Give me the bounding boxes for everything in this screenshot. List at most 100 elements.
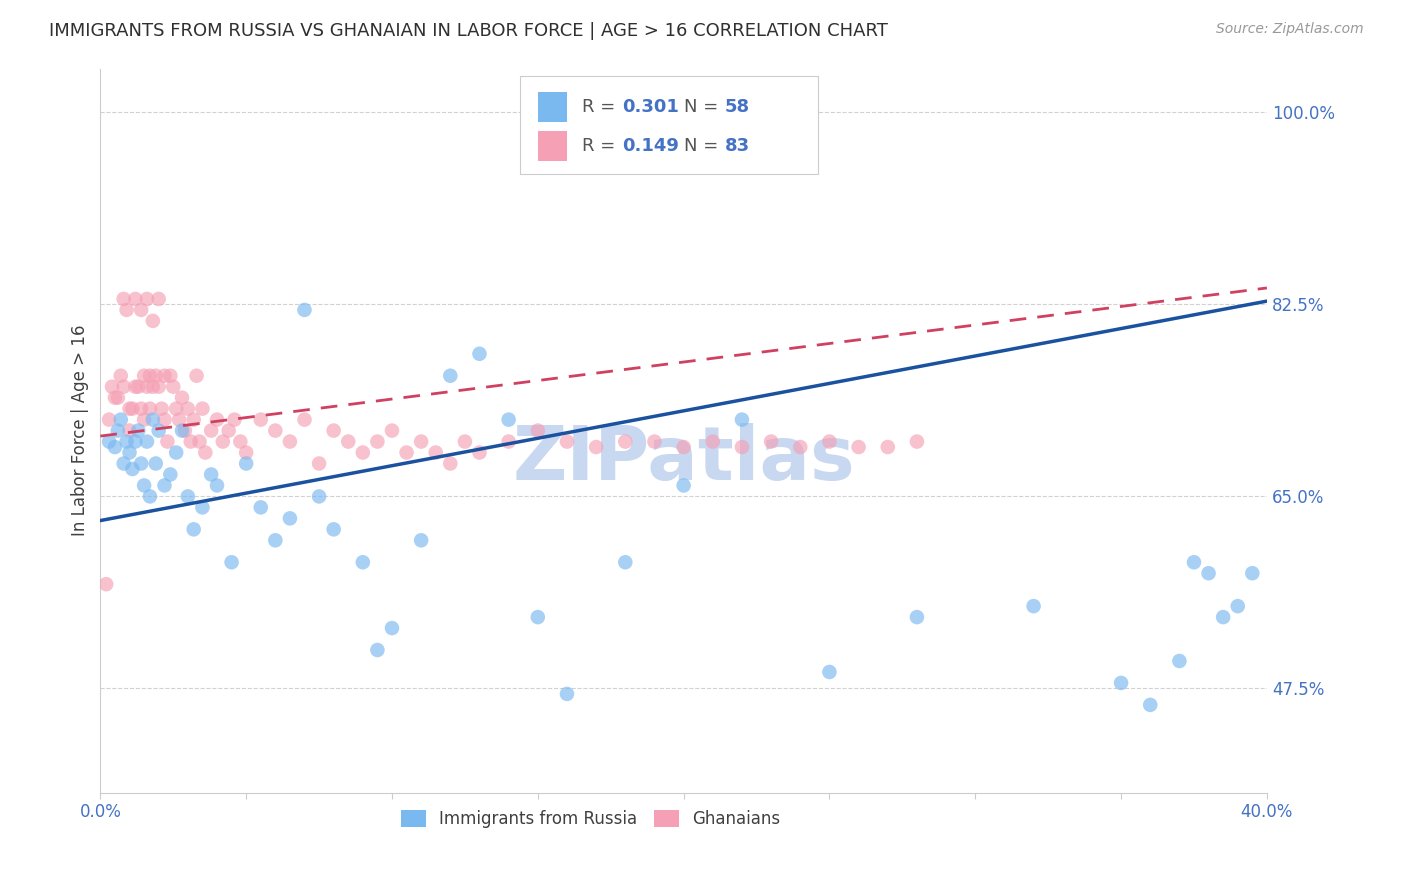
Point (366, 643, 388, 657)
Point (124, 292, 146, 306)
Point (468, 347, 491, 361)
Point (180, 434, 202, 449)
Point (167, 412, 190, 426)
FancyBboxPatch shape (538, 131, 567, 161)
Point (818, 434, 841, 449)
Point (129, 302, 152, 317)
Point (308, 490, 330, 504)
Point (136, 292, 159, 306)
Point (191, 500, 214, 515)
FancyBboxPatch shape (538, 92, 567, 122)
Point (614, 434, 637, 449)
Point (1241, 566, 1264, 581)
Point (183, 412, 205, 426)
Point (249, 500, 271, 515)
Point (211, 434, 233, 449)
Point (224, 412, 246, 426)
Point (229, 434, 252, 449)
Point (150, 401, 173, 416)
Point (218, 424, 240, 438)
Point (129, 401, 152, 416)
Point (205, 412, 228, 426)
Point (124, 434, 146, 449)
Point (454, 434, 477, 449)
Point (1198, 566, 1220, 581)
Point (381, 621, 404, 635)
Text: 0.301: 0.301 (621, 98, 679, 116)
Point (115, 434, 138, 449)
Text: N =: N = (683, 137, 724, 155)
Point (308, 457, 330, 471)
Point (118, 445, 141, 459)
Point (191, 401, 214, 416)
Text: R =: R = (582, 137, 621, 155)
Point (136, 380, 159, 394)
Point (249, 412, 271, 426)
Point (188, 434, 211, 449)
Point (121, 462, 143, 476)
Point (352, 555, 374, 569)
Point (148, 424, 170, 438)
Point (527, 424, 550, 438)
Point (132, 368, 155, 383)
Point (555, 434, 578, 449)
Point (235, 457, 257, 471)
Point (96, 577, 118, 591)
Point (1212, 610, 1234, 624)
Point (159, 467, 181, 482)
Point (672, 478, 695, 492)
Text: 0.149: 0.149 (621, 137, 679, 155)
Point (294, 302, 316, 317)
Point (498, 434, 520, 449)
Point (110, 412, 132, 426)
Point (142, 412, 165, 426)
Point (1182, 555, 1205, 569)
Point (294, 412, 316, 426)
Point (162, 380, 184, 394)
Point (643, 434, 665, 449)
Point (425, 445, 447, 459)
Point (1022, 599, 1045, 614)
Point (411, 533, 433, 548)
Point (1168, 654, 1191, 668)
Point (264, 533, 287, 548)
Point (98, 434, 121, 449)
Point (104, 440, 127, 454)
Point (153, 368, 176, 383)
Point (170, 391, 193, 405)
Point (555, 687, 578, 701)
Text: Source: ZipAtlas.com: Source: ZipAtlas.com (1216, 22, 1364, 37)
Text: IMMIGRANTS FROM RUSSIA VS GHANAIAN IN LABOR FORCE | AGE > 16 CORRELATION CHART: IMMIGRANTS FROM RUSSIA VS GHANAIAN IN LA… (49, 22, 889, 40)
Legend: Immigrants from Russia, Ghanaians: Immigrants from Russia, Ghanaians (394, 804, 787, 835)
Point (110, 368, 132, 383)
Point (848, 440, 870, 454)
Point (395, 445, 418, 459)
Point (153, 478, 176, 492)
Point (183, 522, 205, 536)
Point (731, 412, 754, 426)
Y-axis label: In Labor Force | Age > 16: In Labor Force | Age > 16 (72, 325, 89, 536)
Point (145, 368, 167, 383)
Point (104, 391, 127, 405)
Point (127, 424, 149, 438)
Point (129, 457, 152, 471)
Text: R =: R = (582, 98, 621, 116)
Point (702, 434, 724, 449)
Text: ZIPatlas: ZIPatlas (512, 423, 855, 496)
Point (205, 478, 228, 492)
Point (352, 445, 374, 459)
Point (585, 440, 607, 454)
Point (132, 478, 155, 492)
Point (731, 440, 754, 454)
Point (148, 292, 170, 306)
Point (139, 368, 162, 383)
Point (118, 424, 141, 438)
Point (118, 401, 141, 416)
Point (165, 401, 187, 416)
Point (527, 610, 550, 624)
Point (278, 434, 301, 449)
Text: 83: 83 (724, 137, 749, 155)
Point (121, 401, 143, 416)
Point (322, 522, 344, 536)
Point (278, 511, 301, 525)
